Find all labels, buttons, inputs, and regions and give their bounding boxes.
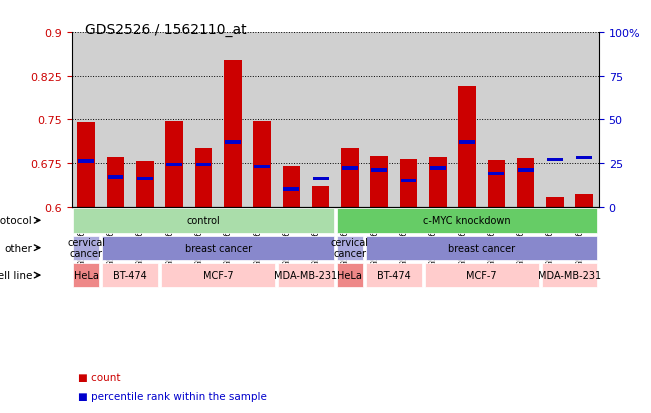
FancyBboxPatch shape: [337, 209, 598, 233]
FancyBboxPatch shape: [73, 263, 100, 288]
Text: BT-474: BT-474: [377, 271, 411, 280]
Text: cervical
cancer: cervical cancer: [331, 237, 369, 259]
Bar: [400, 179, 417, 183]
Bar: [312, 187, 329, 207]
Text: MDA-MB-231: MDA-MB-231: [275, 271, 337, 280]
Bar: [195, 149, 212, 207]
FancyBboxPatch shape: [278, 263, 334, 288]
Bar: [371, 169, 387, 172]
Bar: [488, 161, 505, 207]
Bar: [517, 159, 534, 207]
Text: HeLa: HeLa: [74, 271, 99, 280]
Bar: [518, 169, 534, 172]
FancyBboxPatch shape: [337, 263, 363, 288]
Text: GDS2526 / 1562110_at: GDS2526 / 1562110_at: [85, 23, 246, 37]
Text: ■ percentile rank within the sample: ■ percentile rank within the sample: [78, 391, 267, 401]
Text: cervical
cancer: cervical cancer: [67, 237, 105, 259]
Bar: [225, 141, 241, 145]
Bar: [254, 165, 270, 169]
Bar: [312, 178, 329, 181]
Bar: [341, 149, 359, 207]
Text: protocol: protocol: [0, 216, 32, 226]
Bar: [546, 197, 564, 207]
Bar: [283, 188, 299, 191]
FancyBboxPatch shape: [102, 263, 158, 288]
Bar: [547, 158, 563, 162]
Bar: [459, 141, 475, 145]
Text: MCF-7: MCF-7: [466, 271, 497, 280]
Text: breast cancer: breast cancer: [184, 243, 252, 253]
FancyBboxPatch shape: [542, 263, 598, 288]
FancyBboxPatch shape: [102, 236, 334, 260]
FancyBboxPatch shape: [424, 263, 539, 288]
Bar: [283, 166, 300, 207]
Bar: [78, 160, 94, 164]
Bar: [137, 178, 153, 181]
Bar: [107, 176, 124, 179]
Bar: [107, 158, 124, 207]
Text: MDA-MB-231: MDA-MB-231: [538, 271, 601, 280]
FancyBboxPatch shape: [161, 263, 275, 288]
FancyBboxPatch shape: [337, 236, 363, 260]
Bar: [342, 167, 358, 171]
Bar: [430, 167, 446, 171]
Bar: [400, 160, 417, 207]
Bar: [165, 121, 183, 207]
FancyBboxPatch shape: [73, 236, 100, 260]
Bar: [370, 157, 388, 207]
Text: breast cancer: breast cancer: [448, 243, 516, 253]
Text: MCF-7: MCF-7: [202, 271, 234, 280]
Text: HeLa: HeLa: [337, 271, 363, 280]
Text: c-MYC knockdown: c-MYC knockdown: [423, 216, 511, 226]
Bar: [166, 164, 182, 167]
FancyBboxPatch shape: [366, 263, 422, 288]
Bar: [575, 194, 593, 207]
Bar: [136, 162, 154, 207]
Text: BT-474: BT-474: [113, 271, 147, 280]
Text: other: other: [4, 243, 32, 253]
Text: ■ count: ■ count: [78, 372, 120, 382]
Bar: [195, 164, 212, 167]
Bar: [224, 61, 242, 207]
Bar: [576, 157, 592, 160]
Bar: [77, 123, 95, 207]
Bar: [488, 172, 505, 176]
FancyBboxPatch shape: [366, 236, 598, 260]
Bar: [429, 157, 447, 207]
FancyBboxPatch shape: [73, 209, 334, 233]
Bar: [253, 121, 271, 207]
Bar: [458, 87, 476, 207]
Text: cell line: cell line: [0, 271, 32, 280]
Text: control: control: [187, 216, 220, 226]
